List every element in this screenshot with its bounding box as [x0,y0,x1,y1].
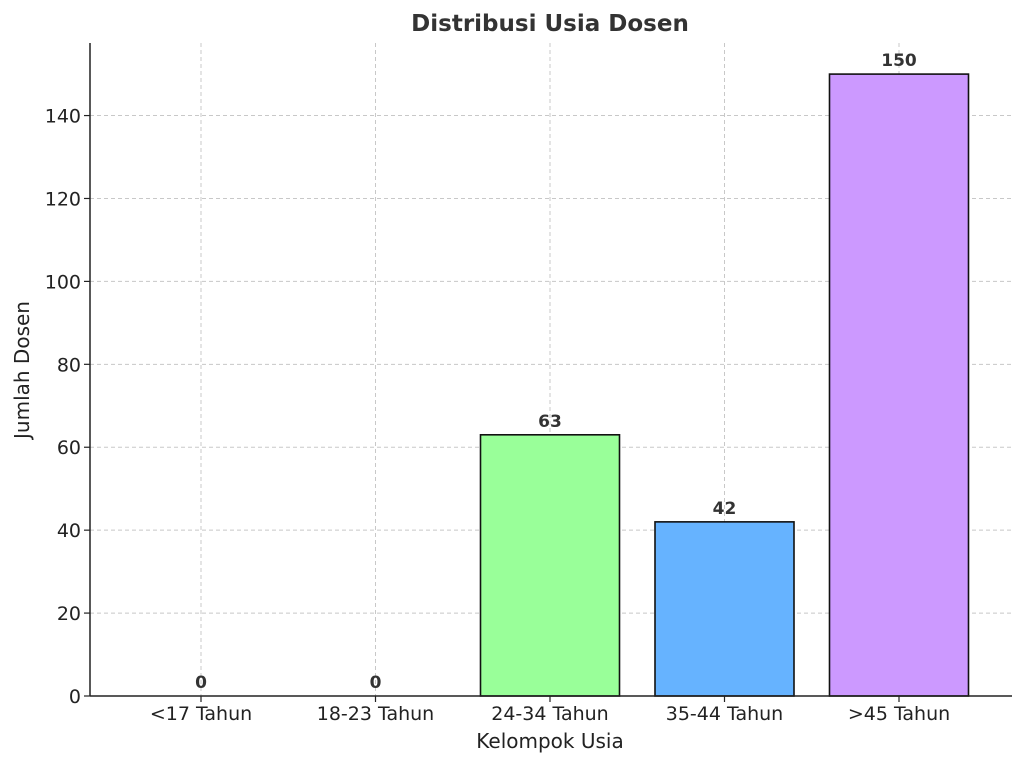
bar [479,433,621,697]
x-tick-label: 24-34 Tahun [491,703,608,725]
y-tick-label: 80 [57,354,81,376]
bars [479,73,970,697]
x-axis-label: Kelompok Usia [476,729,623,753]
y-axis-label: Jumlah Dosen [10,301,34,441]
bar-value-label: 0 [370,673,382,693]
x-tick-label: 35-44 Tahun [666,703,783,725]
chart-title: Distribusi Usia Dosen [411,11,689,37]
y-tick-label: 140 [45,106,81,128]
bar [654,521,795,697]
bar-value-label: 150 [881,51,917,71]
y-tick-label: 0 [69,686,81,708]
labels: 0 20 40 60 80 100 120 140 <17 Tahun 0 18-23 Tahun 0… [45,51,950,725]
y-tick-label: 40 [57,520,81,542]
x-tick-label: 18-23 Tahun [317,703,434,725]
x-tick-label: >45 Tahun [848,703,950,725]
y-tick-label: 20 [57,603,81,625]
bar [828,73,970,697]
axes [84,43,1012,702]
y-tick-label: 100 [45,271,81,293]
bar-value-label: 42 [713,499,737,519]
bar-value-label: 63 [538,412,562,432]
y-tick-label: 60 [57,437,81,459]
x-tick-label: <17 Tahun [150,703,252,725]
y-tick-label: 120 [45,188,81,210]
bar-value-label: 0 [195,673,207,693]
